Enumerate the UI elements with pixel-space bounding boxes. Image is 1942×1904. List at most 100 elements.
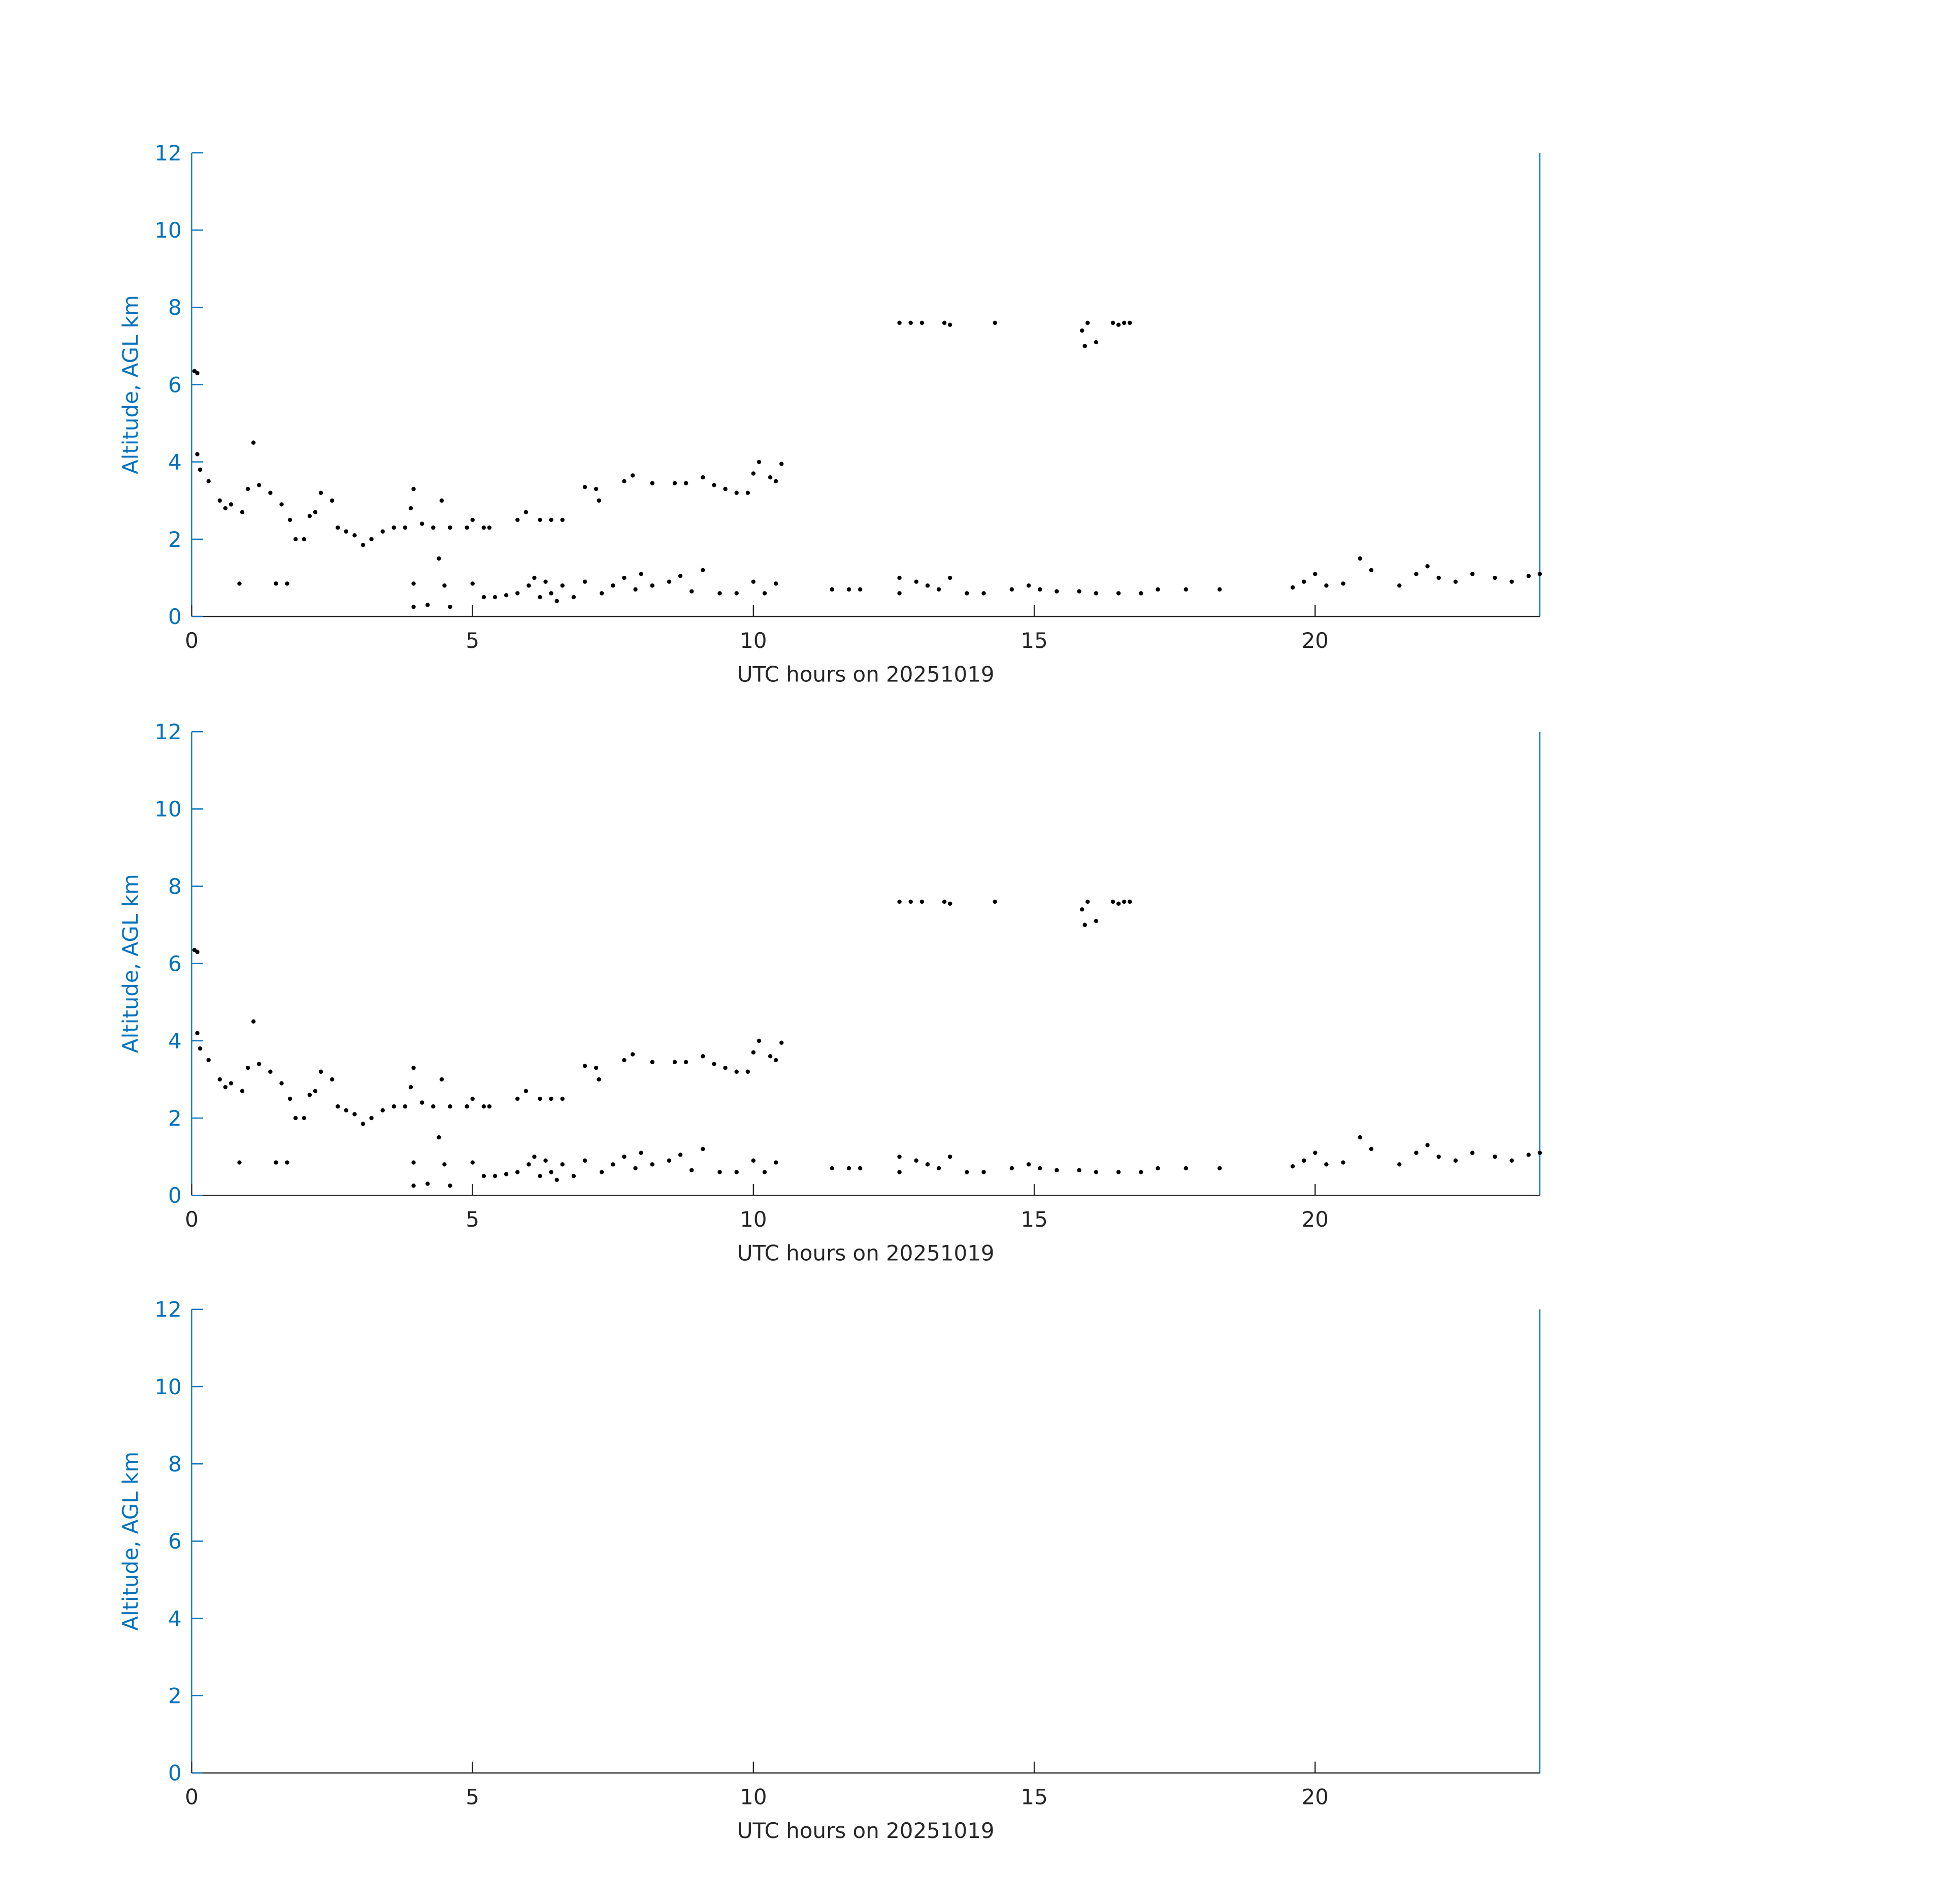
- point: [411, 1184, 416, 1188]
- point: [1537, 572, 1542, 576]
- point: [650, 1162, 654, 1167]
- point: [633, 1166, 638, 1171]
- point: [431, 1104, 436, 1109]
- point: [1414, 1151, 1419, 1155]
- x-tick-label: 5: [466, 1785, 479, 1810]
- point: [481, 525, 486, 530]
- point: [622, 479, 627, 484]
- point: [251, 440, 256, 445]
- y-tick-label: 10: [154, 797, 181, 822]
- point: [408, 1085, 413, 1090]
- point: [1470, 1151, 1475, 1155]
- point: [712, 483, 716, 487]
- point: [268, 490, 273, 495]
- point: [1313, 572, 1318, 576]
- point: [1414, 572, 1419, 576]
- point: [919, 320, 925, 325]
- point: [279, 502, 284, 507]
- point: [611, 583, 615, 588]
- y-axis-title: Altitude, AGL km: [118, 1452, 143, 1631]
- point: [240, 510, 245, 514]
- point: [195, 949, 200, 955]
- point: [717, 591, 722, 596]
- point: [630, 473, 635, 478]
- point: [492, 595, 498, 600]
- y-tick-label: 2: [168, 1683, 182, 1708]
- y-tick-label: 6: [168, 372, 182, 397]
- point: [538, 1096, 542, 1101]
- point: [773, 1058, 778, 1063]
- point: [858, 587, 863, 592]
- point: [543, 1158, 548, 1163]
- point: [914, 1158, 918, 1163]
- point: [734, 490, 739, 495]
- point: [549, 1170, 553, 1174]
- point: [206, 1058, 211, 1063]
- point: [1079, 907, 1084, 912]
- point: [251, 1019, 256, 1024]
- point: [723, 486, 728, 491]
- point: [630, 1052, 635, 1057]
- point: [380, 1108, 385, 1113]
- point: [352, 1112, 357, 1117]
- point: [639, 572, 643, 576]
- point: [942, 899, 947, 904]
- point: [206, 479, 211, 484]
- point: [538, 1173, 542, 1178]
- x-tick-label: 0: [185, 1785, 199, 1810]
- point: [504, 1172, 509, 1176]
- point: [1290, 1164, 1295, 1169]
- point: [352, 533, 357, 538]
- point: [582, 1158, 587, 1163]
- point: [942, 320, 947, 325]
- point: [470, 517, 475, 522]
- point: [981, 1170, 986, 1174]
- point: [993, 899, 997, 904]
- point: [768, 475, 773, 480]
- point: [344, 529, 349, 534]
- point: [1085, 320, 1090, 325]
- point: [1369, 568, 1374, 573]
- point: [307, 514, 312, 518]
- point: [717, 1170, 722, 1174]
- point: [411, 486, 416, 491]
- point: [745, 1069, 750, 1074]
- point: [228, 502, 234, 507]
- point: [723, 1065, 728, 1070]
- point: [1116, 322, 1121, 327]
- point: [597, 1077, 601, 1082]
- point: [993, 320, 997, 325]
- point: [1009, 587, 1014, 592]
- point: [762, 1170, 767, 1174]
- point: [712, 1062, 716, 1066]
- y-tick-label: 8: [168, 1452, 182, 1476]
- y-axis-title: Altitude, AGL km: [118, 874, 143, 1053]
- point: [549, 591, 553, 596]
- point: [448, 1104, 452, 1109]
- point: [1425, 564, 1430, 569]
- point: [1493, 575, 1497, 580]
- point: [897, 591, 902, 596]
- point: [897, 899, 902, 904]
- point: [571, 1173, 576, 1178]
- point: [1290, 585, 1295, 590]
- point: [1301, 579, 1306, 584]
- point: [554, 1177, 559, 1182]
- point: [318, 490, 323, 495]
- point: [858, 1166, 863, 1171]
- point: [1055, 1168, 1059, 1172]
- point: [1493, 1154, 1497, 1159]
- point: [526, 583, 531, 588]
- point: [515, 1096, 520, 1101]
- point: [582, 1064, 587, 1068]
- point: [217, 1077, 222, 1082]
- point: [897, 320, 902, 325]
- x-tick-label: 0: [185, 1207, 199, 1232]
- point: [1094, 340, 1099, 345]
- point: [560, 583, 565, 588]
- point: [1139, 1170, 1143, 1174]
- point: [330, 1077, 335, 1082]
- point: [1358, 556, 1363, 561]
- point: [582, 485, 587, 489]
- point: [650, 1060, 654, 1064]
